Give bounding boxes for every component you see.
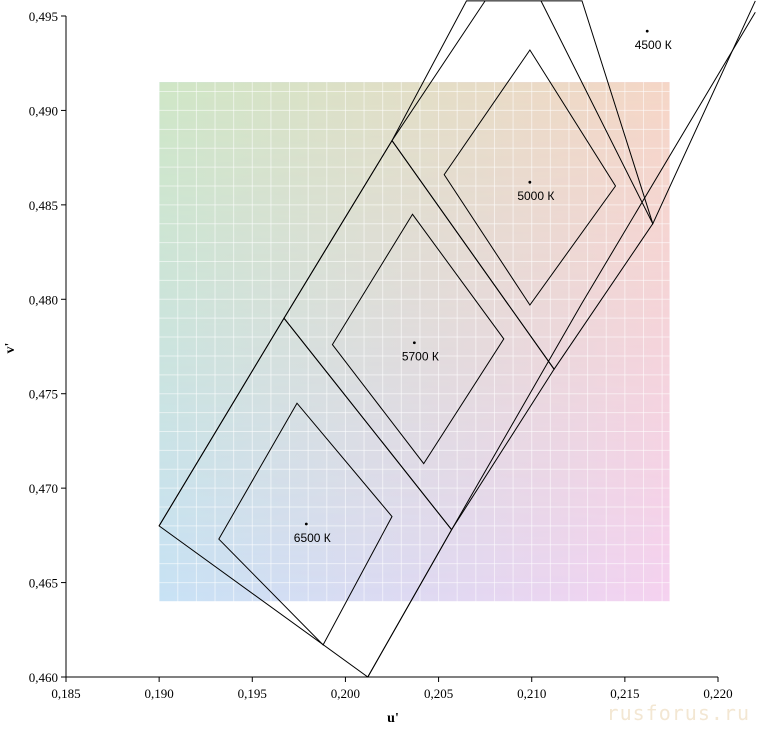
y-tick-label: 0,470: [29, 481, 58, 496]
x-tick-label: 0,215: [610, 686, 639, 701]
y-tick-label: 0,460: [29, 670, 58, 685]
y-tick-label: 0,485: [29, 198, 58, 213]
tolerance-regions: [158, 0, 756, 678]
cct-points: 4500 К 5000 К 5700 К 6500 К: [294, 29, 672, 545]
region-outline: [391, 0, 654, 371]
y-tick-label: 0,490: [29, 103, 58, 118]
region-outline: [218, 402, 393, 646]
cct-point-label: 5700 К: [402, 350, 439, 364]
x-axis-label: u': [387, 711, 399, 726]
x-tick-label: 0,185: [51, 686, 80, 701]
y-tick-label: 0,475: [29, 387, 58, 402]
background-grid: [158, 82, 670, 602]
region-outline: [443, 49, 617, 306]
y-axis-label: v': [3, 343, 18, 354]
x-tick-label: 0,210: [517, 686, 546, 701]
y-tick-label: 0,465: [29, 576, 58, 591]
cct-point: [304, 522, 308, 526]
watermark: rusforus.ru: [607, 701, 750, 725]
cct-point-label: 4500 К: [635, 38, 672, 52]
axes: 0,185 0,190 0,195 0,200 0,205 0,210 0,215 0,220…: [29, 9, 733, 701]
cct-point-label: 6500 К: [294, 531, 331, 545]
x-tick-label: 0,220: [703, 686, 732, 701]
cct-point: [528, 180, 532, 184]
x-tick-label: 0,200: [331, 686, 360, 701]
x-tick-label: 0,190: [145, 686, 174, 701]
cct-point: [412, 341, 416, 345]
x-tick-label: 0,205: [424, 686, 453, 701]
x-tick-label: 0,195: [238, 686, 267, 701]
cct-point-label: 5000 К: [517, 189, 554, 203]
cct-point: [645, 29, 649, 33]
y-tick-label: 0,480: [29, 292, 58, 307]
y-tick-label: 0,495: [29, 9, 58, 24]
region-outline: [331, 213, 505, 465]
